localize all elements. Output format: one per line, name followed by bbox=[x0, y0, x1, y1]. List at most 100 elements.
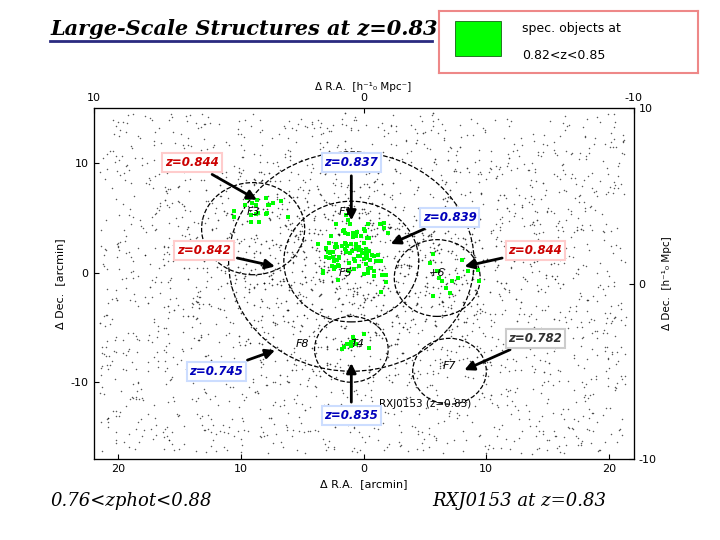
Point bbox=[410, 268, 421, 277]
Point bbox=[173, 181, 184, 190]
Point bbox=[318, 196, 330, 205]
Point bbox=[568, 351, 580, 360]
Point bbox=[323, 127, 334, 136]
Point bbox=[177, 327, 189, 336]
Point bbox=[542, 204, 554, 212]
Point bbox=[110, 195, 122, 204]
Point bbox=[581, 307, 593, 316]
Point bbox=[510, 237, 521, 246]
Point bbox=[503, 286, 515, 294]
Point bbox=[549, 274, 561, 283]
Point bbox=[411, 445, 423, 454]
Point bbox=[351, 262, 363, 271]
Point bbox=[348, 201, 359, 210]
Point bbox=[163, 116, 175, 124]
Point bbox=[413, 328, 424, 337]
Point bbox=[451, 322, 463, 330]
Point bbox=[181, 246, 193, 254]
Point bbox=[538, 377, 549, 386]
Point bbox=[550, 432, 562, 441]
Point bbox=[172, 183, 184, 191]
Point bbox=[495, 226, 506, 235]
Point bbox=[351, 312, 362, 320]
Point bbox=[327, 334, 338, 343]
Point bbox=[391, 263, 402, 272]
Point bbox=[325, 271, 337, 280]
Point bbox=[466, 230, 477, 239]
Point bbox=[492, 233, 503, 242]
Point bbox=[562, 205, 573, 214]
Point bbox=[353, 428, 364, 437]
Point bbox=[114, 155, 125, 164]
Point bbox=[261, 431, 273, 440]
Point bbox=[185, 141, 197, 150]
Point bbox=[344, 220, 356, 228]
Point bbox=[328, 265, 340, 273]
Point bbox=[431, 434, 442, 443]
Point bbox=[188, 334, 199, 342]
Point bbox=[529, 364, 541, 373]
Point bbox=[441, 279, 453, 288]
Point bbox=[393, 219, 405, 227]
Point bbox=[361, 402, 373, 410]
Point bbox=[214, 367, 225, 375]
Point bbox=[472, 342, 483, 350]
Point bbox=[544, 244, 555, 253]
Point bbox=[508, 212, 519, 221]
Point bbox=[600, 319, 612, 327]
Point bbox=[112, 118, 124, 126]
Point bbox=[433, 248, 444, 257]
Point bbox=[242, 335, 253, 343]
Point bbox=[193, 300, 204, 308]
Point bbox=[428, 292, 439, 300]
Point bbox=[446, 290, 457, 299]
Point bbox=[376, 287, 387, 296]
Point bbox=[265, 214, 276, 223]
Point bbox=[364, 216, 376, 225]
Point bbox=[346, 244, 358, 253]
Point bbox=[601, 343, 613, 352]
Point bbox=[524, 220, 536, 229]
Point bbox=[361, 234, 373, 242]
Point bbox=[364, 362, 375, 371]
Point bbox=[534, 417, 545, 426]
Point bbox=[266, 235, 278, 244]
Point bbox=[577, 123, 589, 131]
Point bbox=[412, 257, 423, 266]
Point bbox=[336, 182, 347, 191]
Point bbox=[481, 255, 492, 264]
Point bbox=[465, 302, 477, 310]
Point bbox=[419, 251, 431, 260]
Point bbox=[320, 226, 332, 234]
Point bbox=[213, 119, 225, 128]
Point bbox=[586, 168, 598, 177]
Point bbox=[550, 222, 562, 231]
Point bbox=[554, 284, 566, 292]
Point bbox=[379, 262, 390, 271]
Point bbox=[493, 165, 505, 174]
Point bbox=[274, 214, 285, 222]
Point bbox=[437, 195, 449, 204]
Point bbox=[246, 202, 257, 211]
Point bbox=[366, 221, 378, 230]
Point bbox=[286, 281, 297, 289]
Point bbox=[201, 186, 212, 194]
Point bbox=[329, 200, 341, 209]
Point bbox=[348, 387, 359, 396]
Point bbox=[471, 307, 482, 316]
Point bbox=[215, 281, 227, 290]
Point bbox=[530, 432, 541, 441]
Point bbox=[308, 124, 320, 132]
Point bbox=[202, 213, 214, 222]
Point bbox=[508, 341, 520, 350]
Point bbox=[312, 342, 324, 351]
Point bbox=[381, 278, 392, 286]
Point bbox=[218, 443, 230, 451]
Point bbox=[598, 329, 609, 338]
Point bbox=[168, 397, 180, 406]
Point bbox=[413, 240, 424, 249]
Point bbox=[505, 445, 516, 454]
Point bbox=[594, 117, 606, 126]
Point bbox=[478, 261, 490, 270]
Point bbox=[132, 244, 144, 253]
